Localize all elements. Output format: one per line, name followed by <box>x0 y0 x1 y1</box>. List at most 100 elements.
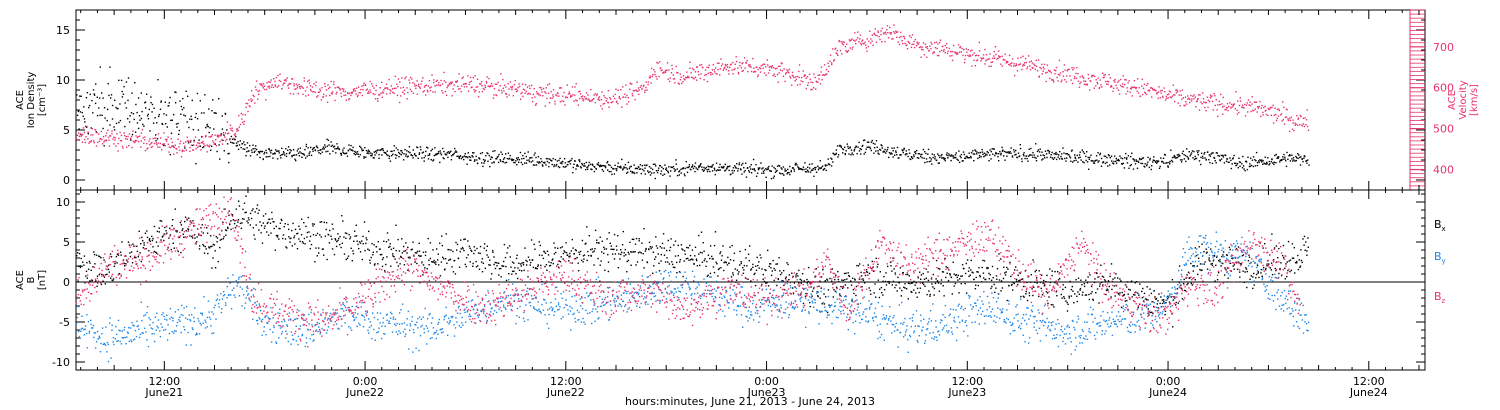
data-point <box>837 154 840 156</box>
data-point <box>306 86 308 88</box>
data-point <box>1273 114 1275 116</box>
data-point <box>1085 83 1087 86</box>
data-point <box>1104 74 1107 76</box>
data-point <box>854 278 856 280</box>
data-point <box>724 169 727 171</box>
data-point <box>381 96 384 98</box>
data-point <box>368 230 370 233</box>
data-point <box>837 270 839 273</box>
data-point <box>706 170 709 173</box>
data-point <box>561 161 563 163</box>
data-point <box>732 274 734 276</box>
data-point <box>103 145 105 147</box>
data-point <box>1273 163 1275 166</box>
data-point <box>759 167 761 169</box>
data-point <box>641 165 643 167</box>
data-point <box>418 250 421 252</box>
data-point <box>179 140 182 142</box>
data-point <box>842 41 844 43</box>
data-point <box>636 167 639 170</box>
data-point <box>433 259 435 262</box>
data-point <box>410 249 412 251</box>
data-point <box>264 151 266 154</box>
top-y-axis-title-line: Ion Density <box>26 72 37 129</box>
data-point <box>1042 66 1044 68</box>
data-point <box>185 149 187 151</box>
data-point <box>1060 81 1062 83</box>
data-point <box>575 249 577 252</box>
data-point <box>982 54 985 56</box>
data-point <box>277 74 279 77</box>
data-point <box>851 152 853 154</box>
data-point <box>1194 96 1196 98</box>
data-point <box>1036 150 1039 153</box>
data-point <box>582 261 584 263</box>
data-point <box>1190 152 1193 154</box>
data-point <box>225 234 227 236</box>
data-point <box>107 108 109 111</box>
data-point <box>643 170 645 172</box>
data-point <box>496 265 498 267</box>
data-point <box>614 253 617 255</box>
data-point <box>120 134 123 137</box>
data-point <box>1108 155 1110 157</box>
data-point <box>337 233 339 235</box>
data-point <box>1241 163 1243 165</box>
data-point <box>638 93 640 96</box>
data-point <box>452 250 454 253</box>
data-point <box>275 77 278 79</box>
data-point <box>298 225 300 227</box>
data-point <box>401 252 404 254</box>
data-point <box>839 294 841 297</box>
data-point <box>297 232 299 235</box>
data-point <box>81 111 83 114</box>
data-point <box>329 153 331 155</box>
data-point <box>992 153 994 155</box>
data-point <box>1243 107 1245 109</box>
data-point <box>474 159 476 161</box>
data-point <box>152 246 154 248</box>
data-point <box>215 139 217 141</box>
data-point <box>157 146 159 148</box>
data-point <box>349 148 351 150</box>
data-point <box>422 91 424 93</box>
data-point <box>582 100 584 102</box>
data-point <box>887 37 890 39</box>
data-point <box>684 79 686 81</box>
data-point <box>879 148 881 151</box>
data-point <box>196 236 198 238</box>
data-point <box>257 98 259 100</box>
data-point <box>375 245 378 248</box>
data-point <box>423 160 425 162</box>
data-point <box>410 90 413 92</box>
data-point <box>623 167 625 169</box>
data-point <box>390 150 392 153</box>
data-point <box>706 275 709 278</box>
data-point <box>616 249 618 251</box>
data-point <box>716 263 718 265</box>
data-point <box>1050 72 1052 74</box>
data-point <box>324 146 327 148</box>
data-point <box>912 43 915 45</box>
data-point <box>935 159 938 162</box>
data-point <box>480 83 482 85</box>
data-point <box>321 151 323 153</box>
data-point <box>115 106 117 109</box>
data-point <box>231 127 233 129</box>
data-point <box>124 125 126 128</box>
data-point <box>654 71 656 73</box>
data-point <box>521 163 524 166</box>
data-point <box>285 148 287 150</box>
data-point <box>731 69 733 71</box>
data-point <box>180 251 182 254</box>
data-point <box>1252 156 1255 158</box>
data-point <box>547 158 549 160</box>
data-point <box>737 167 739 170</box>
data-point <box>841 287 844 289</box>
data-point <box>367 149 370 151</box>
data-point <box>272 157 274 159</box>
data-point <box>949 55 951 57</box>
data-point <box>172 146 175 148</box>
data-point <box>479 245 482 248</box>
data-point <box>230 129 232 131</box>
